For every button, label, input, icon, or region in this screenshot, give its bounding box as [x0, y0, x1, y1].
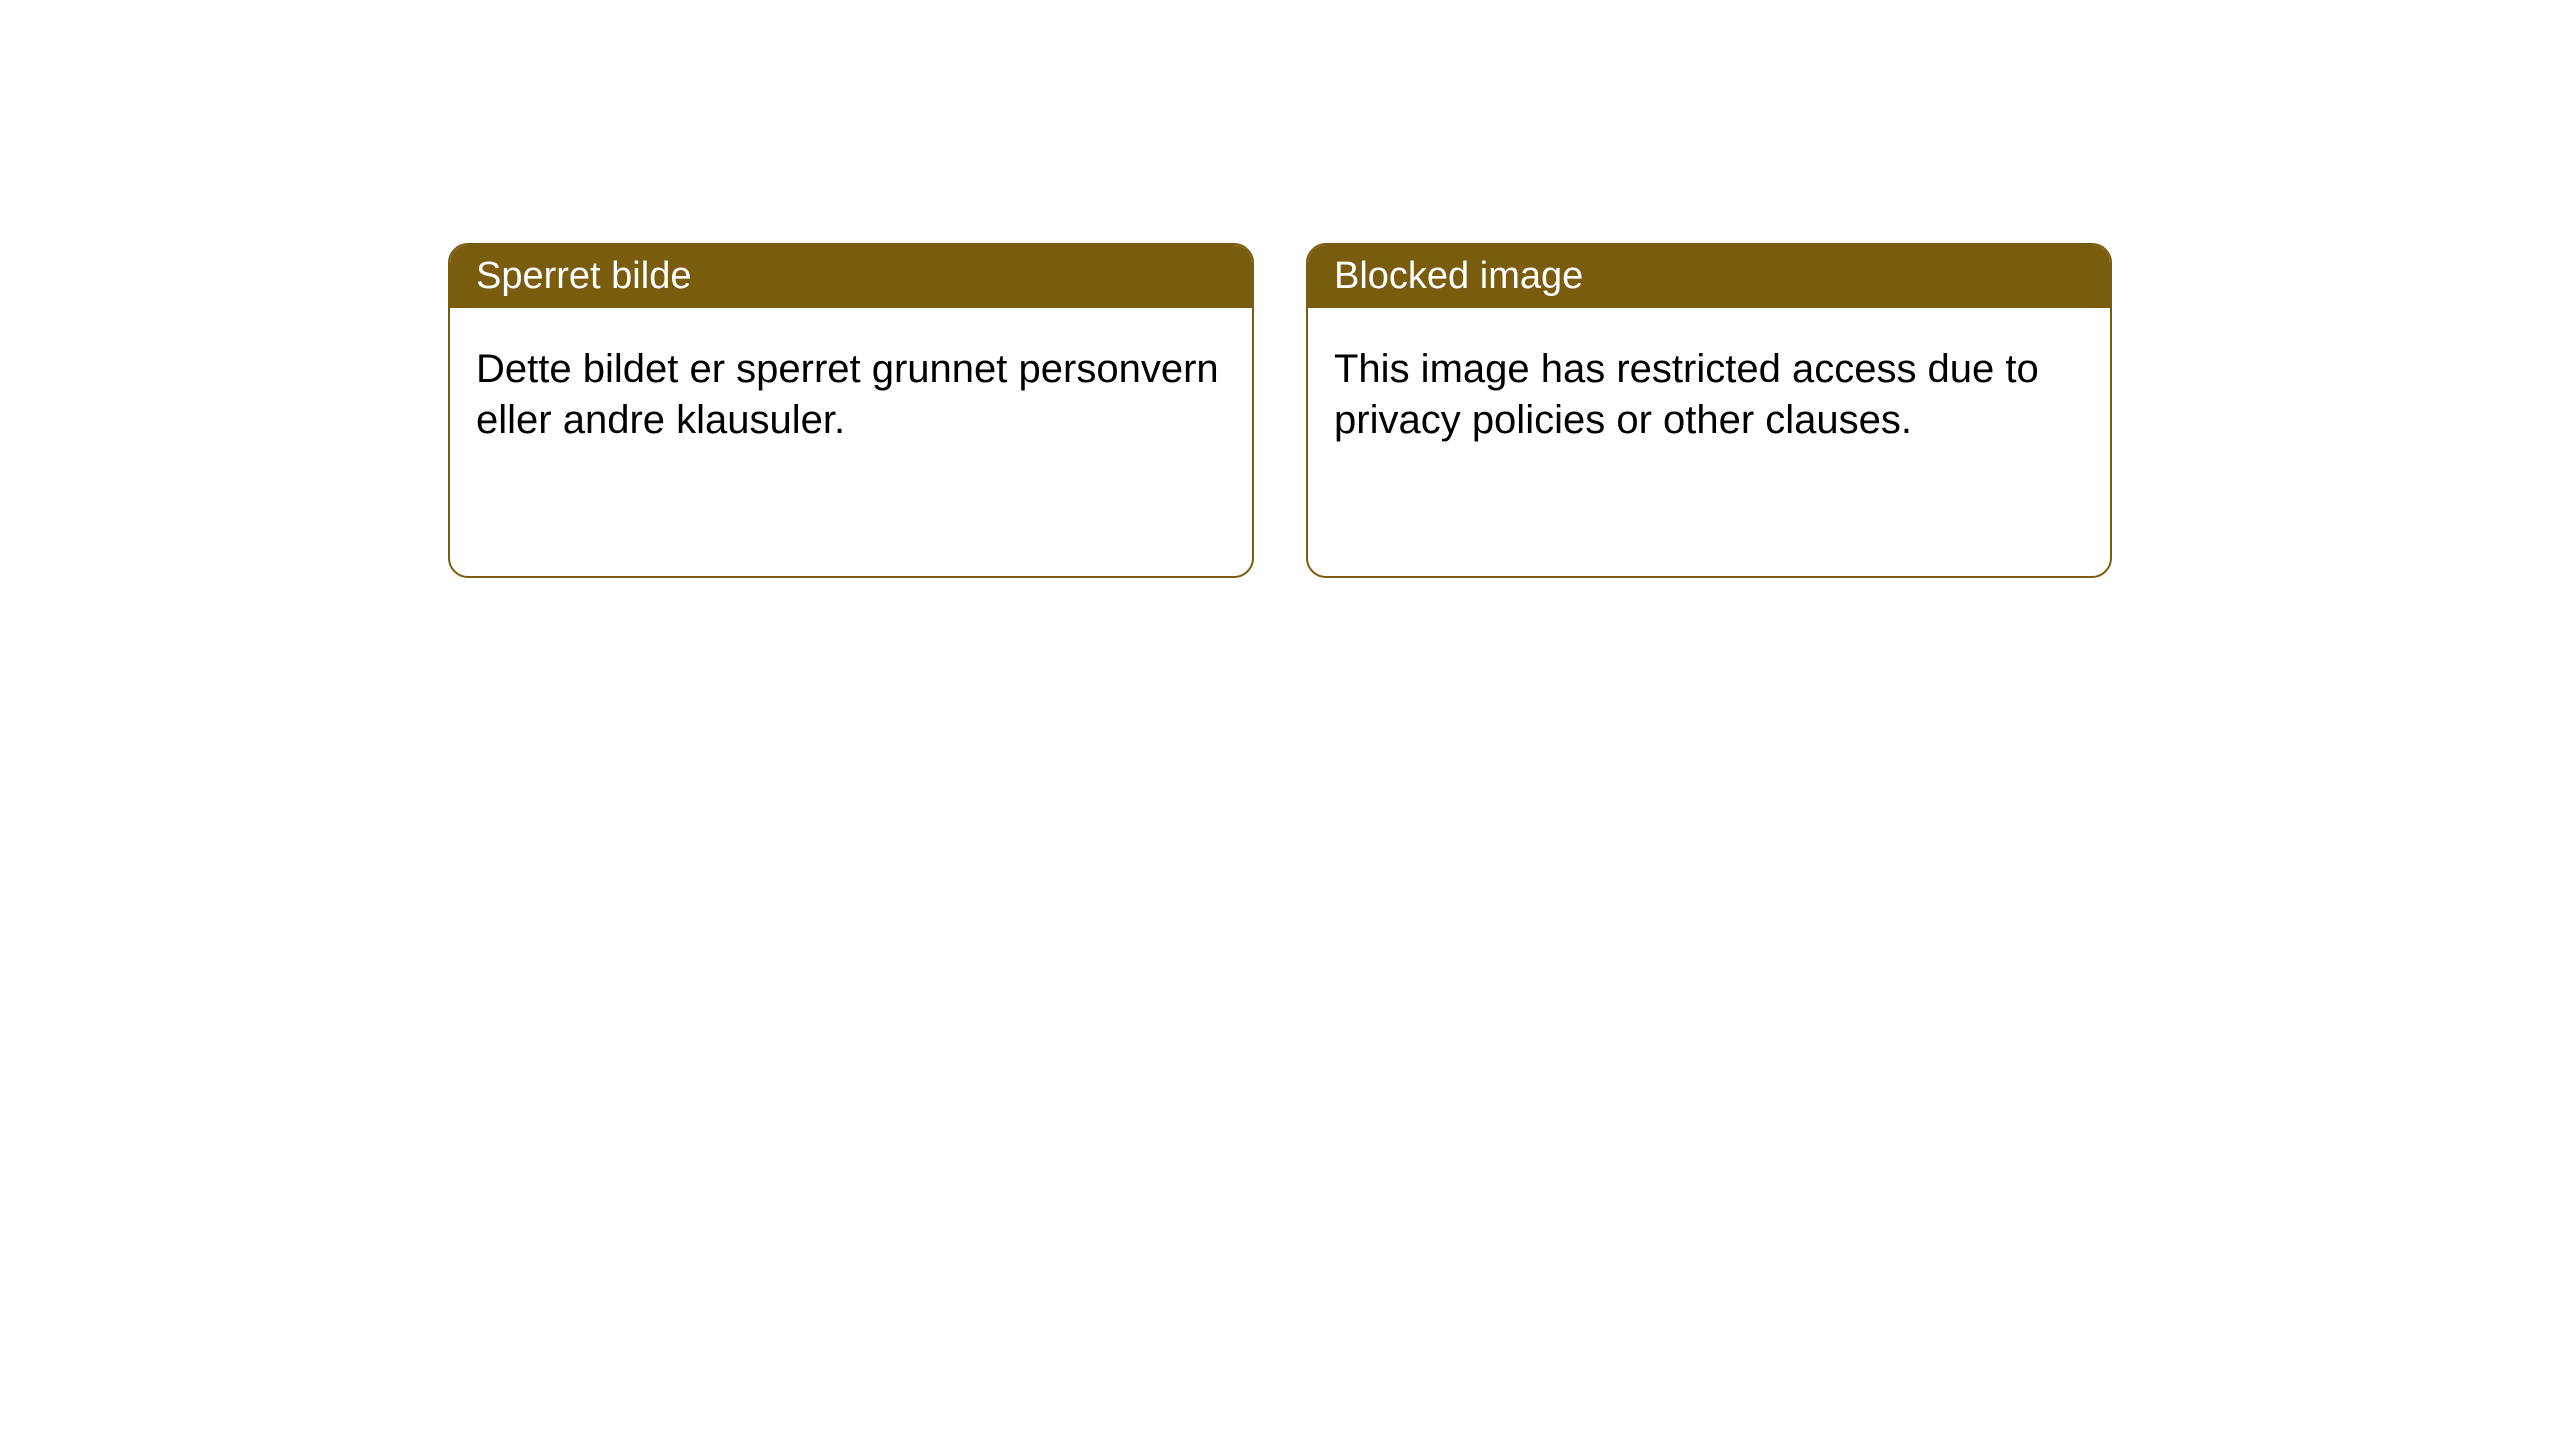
notice-container: Sperret bilde Dette bildet er sperret gr… — [0, 0, 2560, 578]
notice-card-english: Blocked image This image has restricted … — [1306, 243, 2112, 578]
notice-message: Dette bildet er sperret grunnet personve… — [476, 347, 1219, 442]
notice-header: Sperret bilde — [450, 245, 1252, 308]
notice-title: Blocked image — [1334, 255, 1583, 297]
notice-body: This image has restricted access due to … — [1308, 308, 2110, 482]
notice-message: This image has restricted access due to … — [1334, 347, 2039, 442]
notice-header: Blocked image — [1308, 245, 2110, 308]
notice-title: Sperret bilde — [476, 255, 691, 297]
notice-card-norwegian: Sperret bilde Dette bildet er sperret gr… — [448, 243, 1254, 578]
notice-body: Dette bildet er sperret grunnet personve… — [450, 308, 1252, 482]
